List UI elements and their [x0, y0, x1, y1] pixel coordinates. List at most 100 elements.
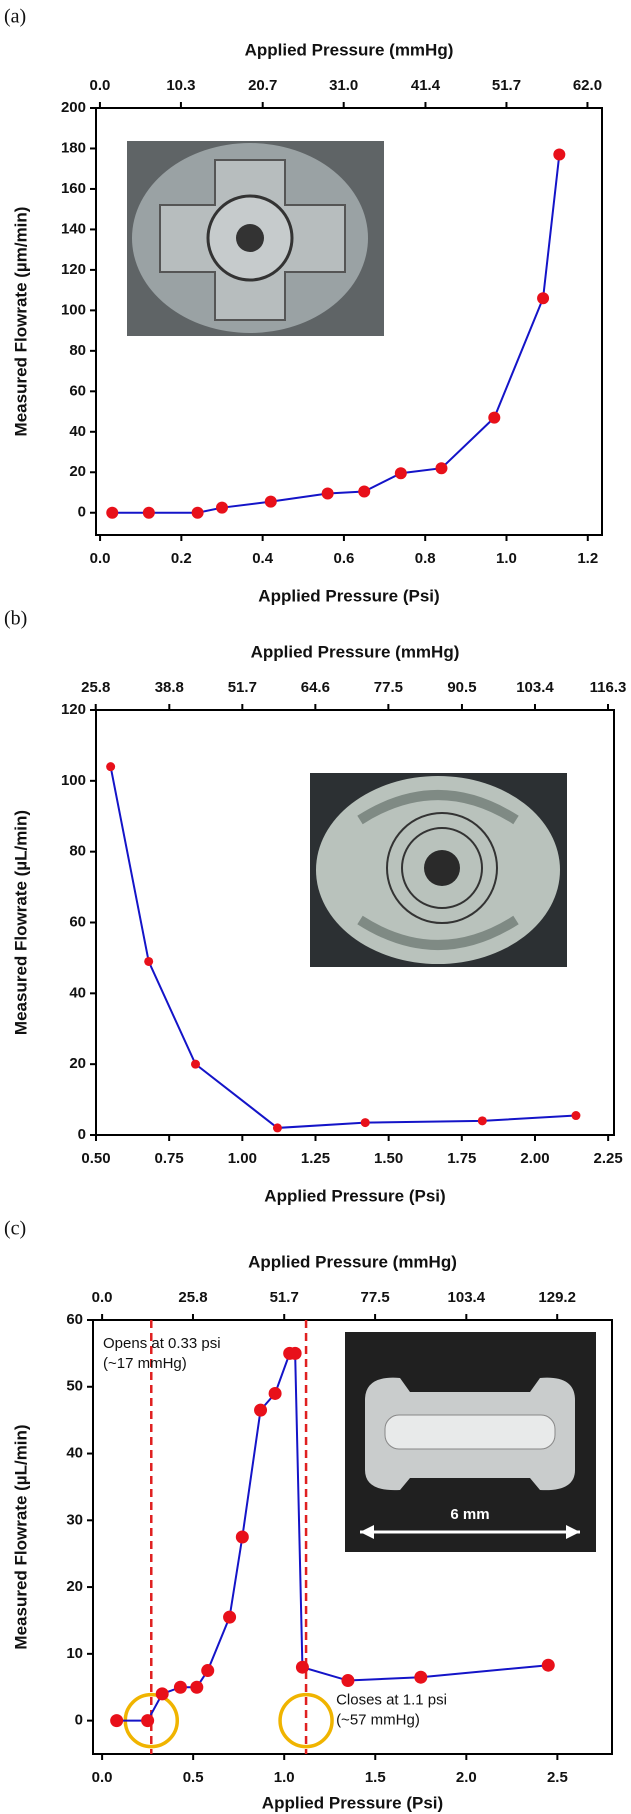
data-point	[144, 956, 154, 966]
data-point	[288, 1346, 302, 1360]
data-point	[477, 1116, 487, 1126]
x-tick-label: 0.75	[155, 1150, 184, 1167]
x-tick-label: 2.25	[594, 1150, 623, 1167]
y-tick-label: 60	[69, 382, 86, 399]
x-tick-label: 0.2	[171, 550, 192, 567]
x2-axis-title: Applied Pressure (mmHg)	[251, 642, 460, 661]
x2-tick-label: 62.0	[573, 77, 602, 94]
data-point	[358, 485, 371, 498]
x-tick-label: 2.00	[520, 1150, 549, 1167]
data-point	[155, 1687, 169, 1701]
x2-tick-label: 103.4	[448, 1289, 486, 1306]
x-tick-label: 0.8	[415, 550, 436, 567]
data-point	[537, 292, 550, 305]
x2-tick-label: 51.7	[270, 1289, 299, 1306]
y-tick-label: 80	[69, 843, 86, 860]
y-tick-label: 20	[69, 1055, 86, 1072]
x2-tick-label: 51.7	[228, 679, 257, 696]
y-axis-title: Measured Flowrate (µL/min)	[11, 810, 30, 1035]
x2-axis-title: Applied Pressure (mmHg)	[248, 1252, 457, 1271]
data-point	[553, 148, 566, 161]
x-tick-label: 1.00	[228, 1150, 257, 1167]
data-point	[435, 462, 448, 475]
x-tick-label: 2.0	[456, 1769, 477, 1786]
data-point	[272, 1123, 282, 1133]
data-point	[173, 1680, 187, 1694]
x2-tick-label: 31.0	[329, 77, 358, 94]
x2-tick-label: 25.8	[178, 1289, 207, 1306]
inset-photo: 6 mm	[345, 1332, 596, 1552]
x2-tick-label: 10.3	[166, 77, 195, 94]
x2-tick-label: 20.7	[248, 77, 277, 94]
data-point	[223, 1610, 237, 1624]
x2-tick-label: 38.8	[155, 679, 184, 696]
data-point	[110, 1714, 124, 1728]
data-point	[341, 1674, 355, 1688]
y-tick-label: 0	[75, 1712, 83, 1729]
x2-tick-label: 77.5	[374, 679, 403, 696]
annotation: (~17 mmHg)	[103, 1355, 187, 1372]
x2-tick-label: 64.6	[301, 679, 330, 696]
inset-photo	[127, 141, 384, 336]
data-point	[142, 506, 155, 519]
highlight-circle	[278, 1692, 334, 1749]
data-point	[235, 1530, 249, 1544]
y-tick-label: 100	[61, 301, 86, 318]
x2-tick-label: 41.4	[411, 77, 441, 94]
y-tick-label: 120	[61, 701, 86, 718]
y-tick-label: 60	[69, 913, 86, 930]
y-tick-label: 10	[66, 1645, 83, 1662]
x2-tick-label: 25.8	[81, 679, 110, 696]
data-point	[141, 1714, 155, 1728]
data-point	[541, 1658, 555, 1672]
panel-label: (b)	[4, 608, 27, 630]
x-tick-label: 0.0	[90, 550, 111, 567]
x-tick-label: 1.75	[447, 1150, 476, 1167]
x-tick-label: 1.0	[496, 550, 517, 567]
x-tick-label: 1.0	[274, 1769, 295, 1786]
data-point	[191, 506, 204, 519]
x2-tick-label: 116.3	[590, 679, 627, 696]
x-tick-label: 1.50	[374, 1150, 403, 1167]
x2-tick-label: 77.5	[360, 1289, 389, 1306]
x-tick-label: 1.2	[577, 550, 598, 567]
annotation: (~57 mmHg)	[336, 1712, 420, 1729]
data-point	[571, 1111, 581, 1121]
data-point	[254, 1403, 268, 1417]
data-point	[191, 1059, 201, 1069]
data-line	[112, 154, 561, 514]
data-point	[268, 1386, 282, 1400]
y-tick-label: 180	[61, 139, 86, 156]
x-tick-label: 0.5	[183, 1769, 204, 1786]
x-tick-label: 0.0	[92, 1769, 113, 1786]
y-tick-label: 20	[69, 463, 86, 480]
data-point	[295, 1660, 309, 1674]
x2-tick-label: 0.0	[92, 1289, 113, 1306]
y-tick-label: 0	[78, 504, 86, 521]
data-point	[488, 411, 501, 424]
y-axis-title: Measured Flowrate (µm/min)	[11, 207, 30, 437]
y-tick-label: 40	[66, 1445, 83, 1462]
x-tick-label: 1.5	[365, 1769, 386, 1786]
data-line	[116, 1352, 549, 1722]
x-axis-title: Applied Pressure (Psi)	[258, 586, 439, 605]
panel-label: (c)	[4, 1218, 26, 1240]
y-tick-label: 160	[61, 180, 86, 197]
x-axis-title: Applied Pressure (Psi)	[264, 1186, 445, 1205]
data-point	[201, 1664, 215, 1678]
data-point	[106, 762, 116, 772]
y-tick-label: 120	[61, 261, 86, 278]
y-tick-label: 100	[61, 772, 86, 789]
x-tick-label: 0.6	[333, 550, 354, 567]
annotation: Closes at 1.1 psi	[336, 1692, 447, 1709]
plot-frame	[95, 107, 603, 536]
y-tick-label: 0	[78, 1126, 86, 1143]
y-tick-label: 200	[61, 99, 86, 116]
x-tick-label: 1.25	[301, 1150, 330, 1167]
data-point	[414, 1670, 428, 1684]
plot-frame	[92, 1319, 613, 1755]
data-point	[394, 467, 407, 480]
panel-label: (a)	[4, 6, 26, 28]
y-tick-label: 140	[61, 220, 86, 237]
inset-photo	[310, 773, 567, 967]
